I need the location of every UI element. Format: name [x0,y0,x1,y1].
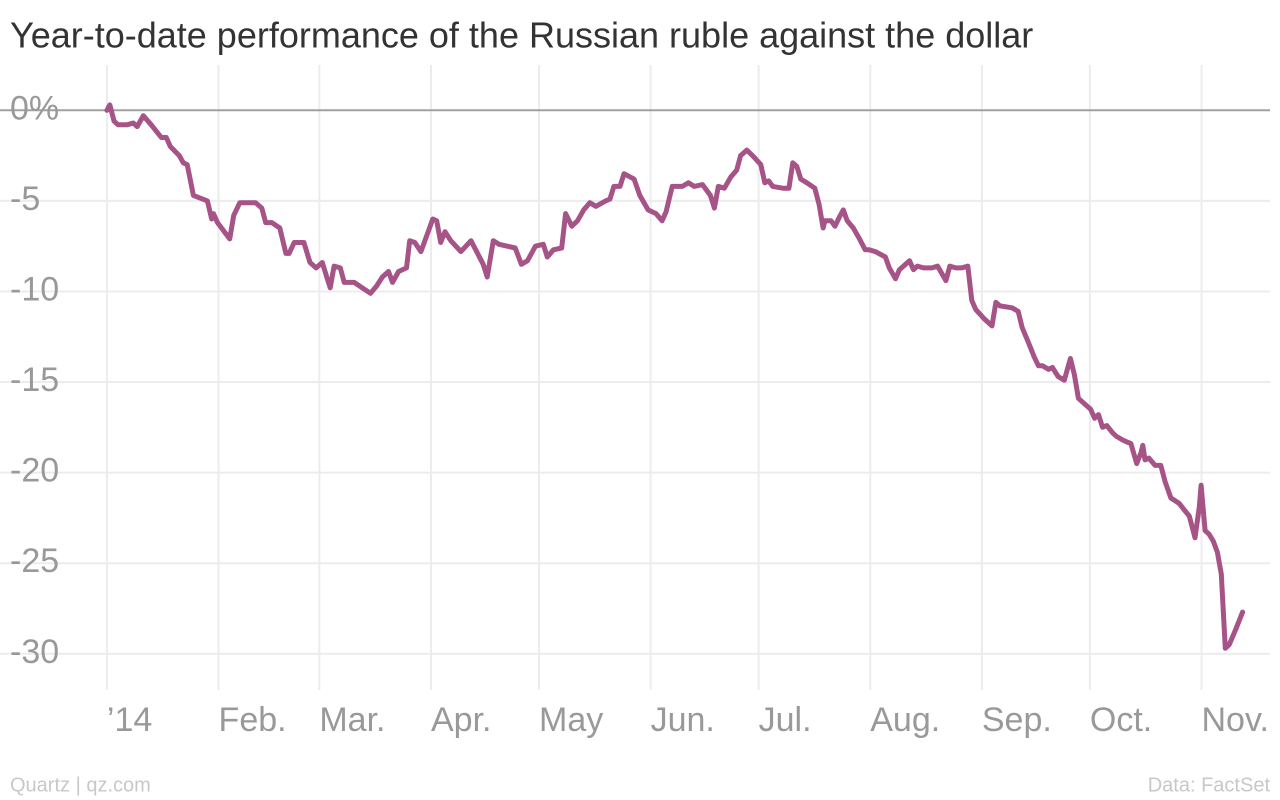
chart-title: Year-to-date performance of the Russian … [10,15,1033,56]
x-tick-label: Oct. [1090,701,1152,739]
y-tick-label: -5 [10,180,40,218]
x-tick-label: Jun. [651,701,715,739]
data-line [104,102,1246,651]
x-tick-label: ’14 [107,701,152,739]
credit: Quartz | qz.com [10,774,151,796]
x-tick-label: May [539,701,603,739]
x-tick-label: Nov. [1202,701,1269,739]
y-tick-label: 0% [10,89,59,127]
tick-labels: ’14 Feb. Mar. Apr. May Jun. Jul. Aug. Sep. Oct. No… [10,89,1269,739]
source: Data: FactSet [1148,774,1271,796]
x-tick-label: Jul. [759,701,812,739]
y-tick-label: -20 [10,452,59,490]
x-tick-label: Feb. [219,701,287,739]
y-tick-label: -30 [10,633,59,671]
y-tick-label: -10 [10,270,59,308]
y-tick-label: -25 [10,542,59,580]
x-tick-label: Mar. [319,701,385,739]
x-tick-label: Sep. [982,701,1052,739]
marks [104,102,1246,651]
x-tick-label: Aug. [870,701,940,739]
x-tick-label: Apr. [431,701,491,739]
y-tick-label: -15 [10,361,59,399]
grid [0,65,1270,690]
